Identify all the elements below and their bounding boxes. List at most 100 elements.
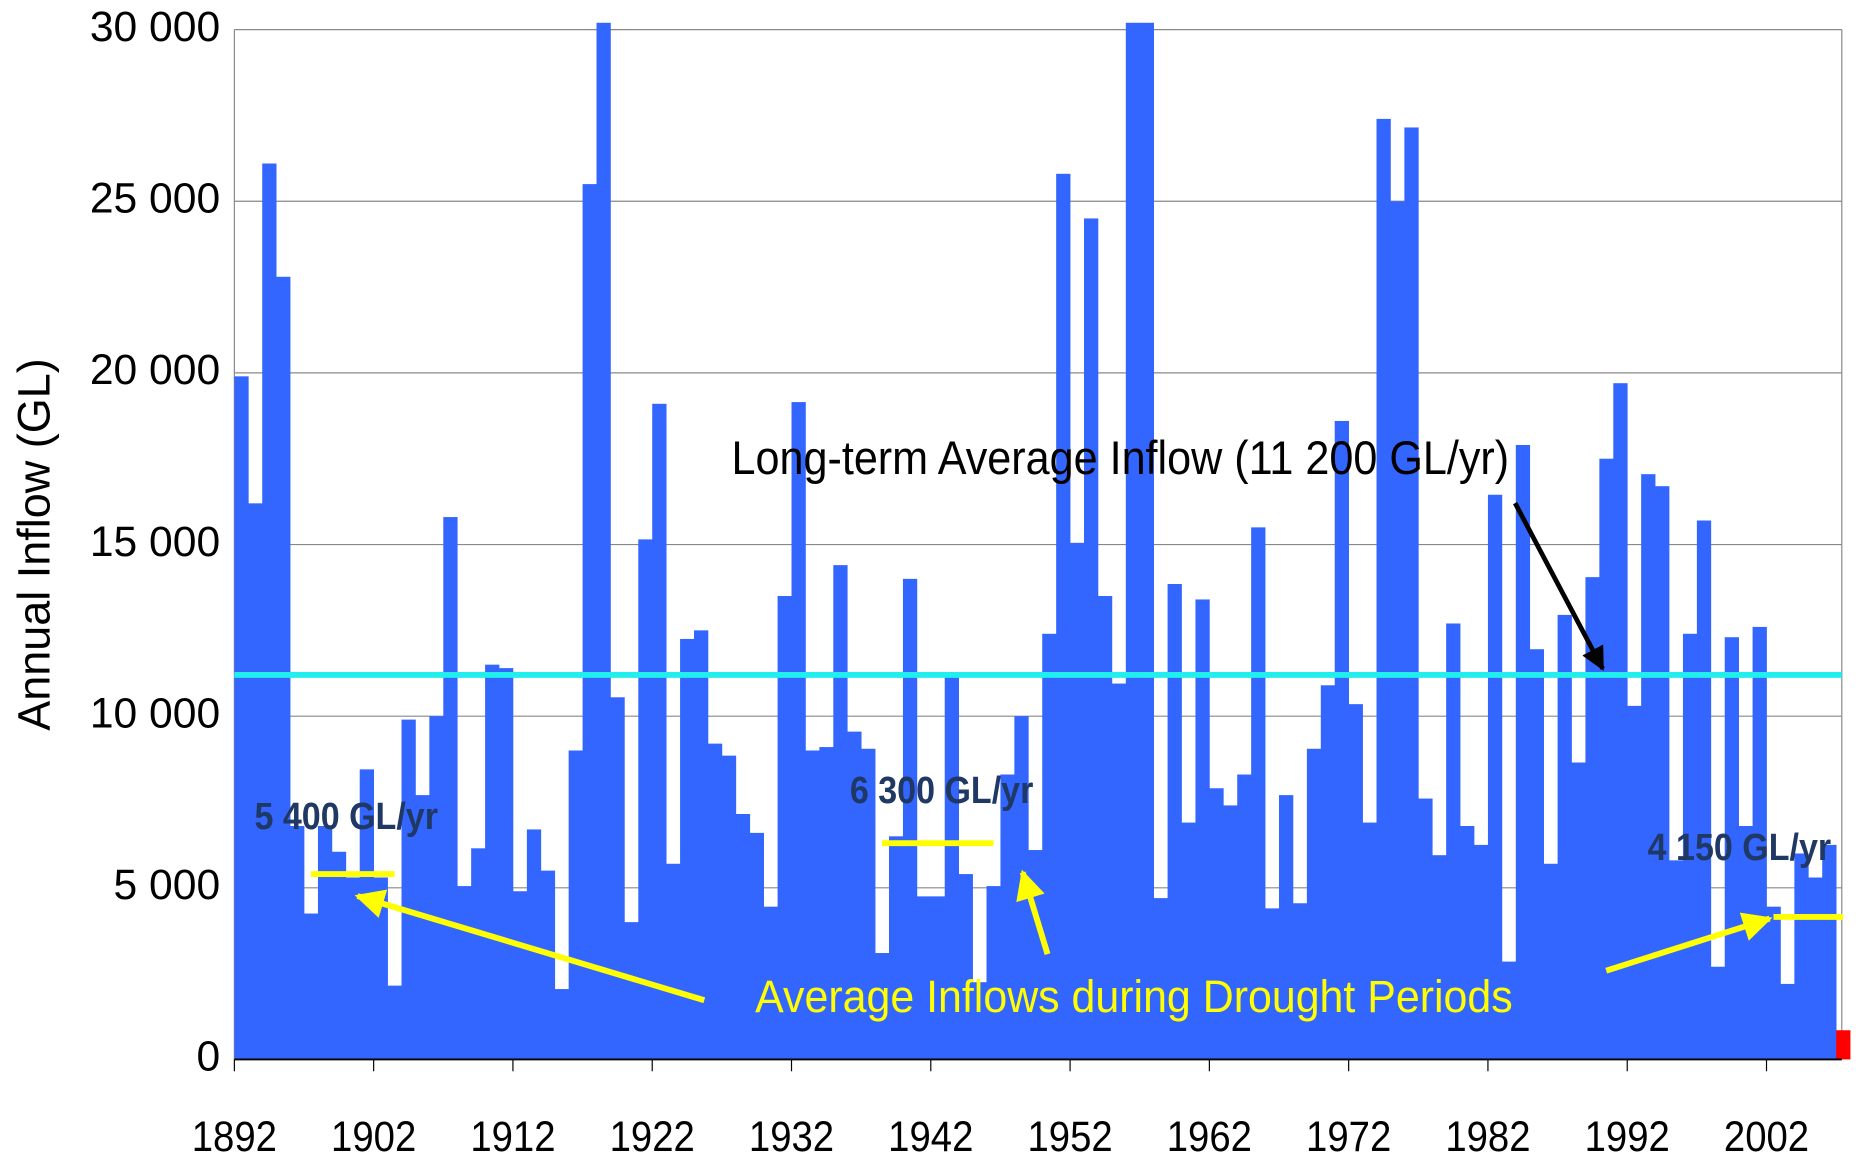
bar [694, 630, 709, 1060]
x-tick-label: 1962 [1167, 1113, 1252, 1161]
x-tick-label: 2002 [1724, 1113, 1809, 1161]
arrow [1605, 912, 1773, 974]
bar [457, 886, 472, 1060]
bar [1682, 633, 1698, 1060]
bar [234, 376, 249, 1060]
bar [707, 743, 723, 1060]
bar [1724, 637, 1740, 1060]
bar [805, 750, 820, 1060]
average-label: Long-term Average Inflow (11 200 GL/yr) [732, 432, 1510, 485]
bar [1404, 127, 1419, 1060]
bar [735, 813, 751, 1060]
bar [1153, 898, 1168, 1060]
x-tick-label: 1892 [192, 1113, 277, 1161]
arrow [1016, 869, 1051, 955]
bar [373, 877, 388, 1060]
bar [638, 539, 653, 1060]
bar [986, 886, 1001, 1060]
x-tick-label: 1922 [610, 1113, 695, 1161]
bar [1543, 863, 1558, 1060]
bar [1487, 494, 1503, 1060]
bar [1460, 826, 1475, 1060]
bar [1390, 201, 1405, 1060]
bar [1237, 774, 1252, 1060]
bar [1376, 118, 1391, 1060]
bar [1669, 860, 1684, 1060]
bar [1446, 623, 1461, 1060]
bar [791, 402, 806, 1060]
bar [930, 896, 946, 1060]
bar [1195, 599, 1210, 1060]
bar [1571, 762, 1586, 1060]
bar [248, 503, 263, 1060]
bar [262, 163, 277, 1060]
bar [345, 877, 361, 1060]
y-tick-label: 15 000 [90, 518, 220, 566]
bar [1613, 383, 1628, 1060]
bar [415, 795, 430, 1060]
bar [1139, 22, 1155, 1060]
bar [749, 832, 765, 1060]
bar [526, 829, 542, 1060]
bar [902, 578, 918, 1060]
bar [1000, 774, 1015, 1060]
bar [1223, 805, 1238, 1060]
bar [1655, 486, 1670, 1060]
bar [1362, 822, 1377, 1060]
bar [471, 848, 486, 1060]
x-tick-label: 1972 [1306, 1113, 1391, 1161]
bar [624, 922, 639, 1060]
bar [680, 638, 695, 1060]
bar [387, 985, 402, 1060]
bar [540, 870, 556, 1060]
bar [1766, 906, 1781, 1060]
bar [512, 891, 528, 1060]
bar [290, 826, 305, 1060]
x-tick-label: 1912 [470, 1113, 555, 1161]
bar [1710, 966, 1726, 1060]
bar [1111, 683, 1127, 1060]
x-tick-label: 1982 [1445, 1113, 1530, 1161]
y-axis-label: Annual Inflow (GL) [9, 358, 60, 730]
bar [1822, 844, 1837, 1060]
bar [1738, 826, 1753, 1060]
bar [721, 755, 737, 1060]
x-tick-label: 1952 [1027, 1113, 1112, 1161]
x-tick-label: 1902 [331, 1113, 416, 1161]
bar [1167, 584, 1182, 1060]
drought-note: Average Inflows during Drought Periods [755, 971, 1513, 1022]
x-tick-label: 1992 [1585, 1113, 1670, 1161]
bar [847, 731, 862, 1060]
bar [1432, 855, 1447, 1060]
bar [1209, 788, 1224, 1060]
x-tick-label: 1942 [888, 1113, 973, 1161]
bar [1181, 822, 1196, 1060]
bar [582, 184, 597, 1060]
y-tick-label: 5 000 [114, 861, 221, 909]
drought-label: 6 300 GL/yr [850, 770, 1034, 812]
bar [1320, 685, 1336, 1060]
bar [1794, 853, 1809, 1060]
bar [610, 697, 625, 1060]
bar [1251, 527, 1266, 1060]
x-tick-label: 1932 [749, 1113, 834, 1161]
bar [1348, 704, 1363, 1060]
arrow [1513, 501, 1605, 671]
bar [833, 565, 848, 1060]
bar [401, 719, 416, 1060]
bar [485, 664, 500, 1060]
y-tick-label: 25 000 [90, 175, 220, 223]
bar [652, 403, 667, 1060]
bar [1696, 520, 1712, 1060]
bar [1056, 173, 1071, 1060]
bar [1557, 614, 1572, 1060]
bar [554, 989, 570, 1060]
bar [1585, 577, 1600, 1060]
bar [1599, 458, 1614, 1060]
bar [304, 913, 319, 1060]
bar [666, 863, 681, 1060]
bar [1808, 877, 1823, 1060]
bar [1265, 908, 1280, 1060]
bar [1097, 596, 1113, 1060]
